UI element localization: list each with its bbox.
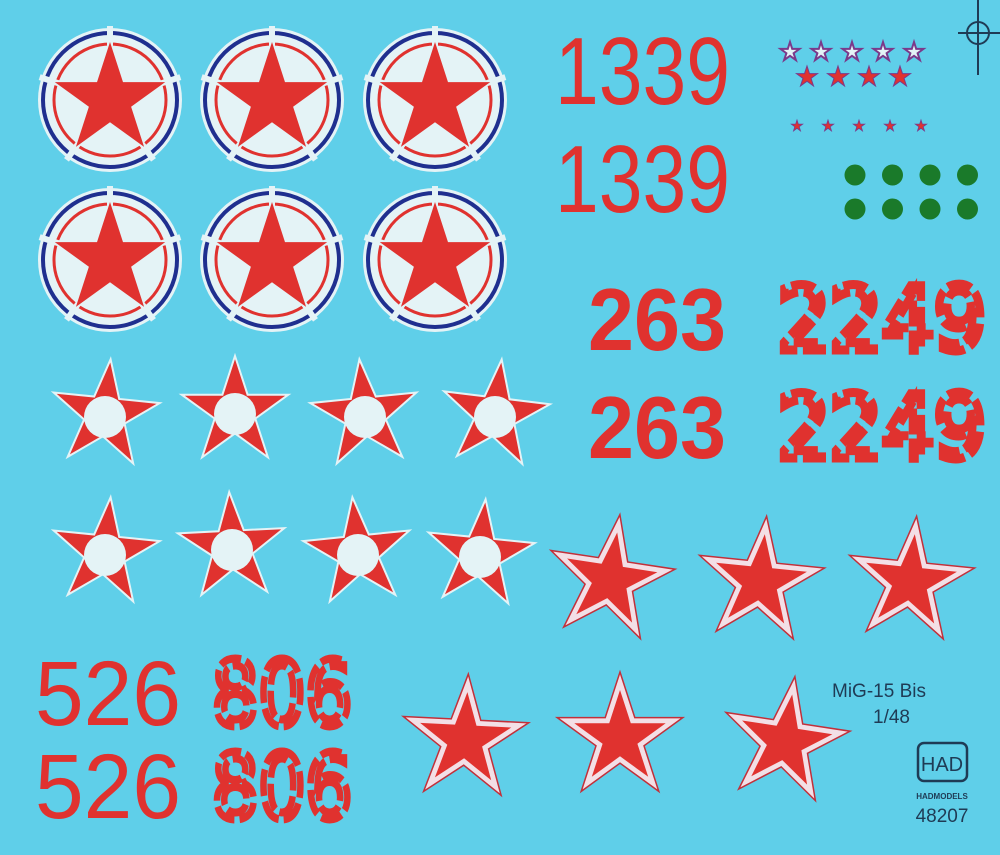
small-red-star	[887, 64, 913, 88]
number-2249-top: 2249	[778, 268, 986, 371]
star-red-center	[716, 534, 807, 624]
green-dot	[919, 164, 941, 186]
green-dot	[844, 198, 866, 220]
small-outline-star	[808, 38, 834, 63]
green-dot	[919, 198, 941, 220]
number-263-bottom: 263	[588, 378, 726, 477]
tiny-red-star	[790, 118, 804, 132]
small-outline-star	[839, 38, 865, 63]
scale-label: 1/48	[873, 707, 910, 728]
star-white-center	[214, 393, 256, 435]
tiny-red-star	[883, 118, 897, 132]
number-806-top: 806	[212, 642, 352, 747]
number-806-bottom: 806	[212, 735, 352, 840]
star-red-center	[866, 534, 957, 624]
green-dot	[882, 198, 903, 220]
tiny-red-star	[821, 118, 835, 132]
roundel-red-star	[379, 202, 491, 307]
small-outline-star	[870, 38, 896, 63]
small-red-star	[856, 64, 882, 88]
star-white-center	[474, 396, 516, 438]
star-white-center	[84, 396, 126, 438]
star-red-center	[567, 532, 658, 623]
star-white-center	[344, 396, 386, 438]
star-red-center	[742, 694, 833, 785]
logo-text: HAD	[921, 754, 963, 776]
star-red-center	[574, 690, 666, 777]
small-red-star	[794, 64, 820, 88]
green-dot	[957, 164, 978, 186]
model-label: MiG-15 Bis	[832, 681, 926, 702]
star-white-center	[84, 534, 126, 576]
small-outline-star	[777, 38, 803, 63]
number-2249-bottom: 2249	[778, 376, 986, 479]
small-red-star	[825, 64, 851, 88]
logo-box	[916, 741, 969, 783]
tiny-red-star	[914, 118, 928, 132]
roundel-red-star	[216, 42, 328, 147]
number-263-top: 263	[588, 270, 726, 369]
star-white-center	[459, 536, 501, 578]
star-white-center	[211, 529, 253, 571]
tiny-red-star	[852, 118, 866, 132]
star-white-center	[337, 534, 379, 576]
green-dot	[957, 198, 978, 220]
number-1339-top: 1339	[555, 18, 730, 125]
roundel-red-star	[54, 202, 166, 307]
green-dot	[844, 164, 866, 186]
code-label: 48207	[916, 806, 969, 827]
number-1339-bottom: 1339	[555, 126, 730, 233]
roundel-red-star	[379, 42, 491, 147]
number-526-bottom: 526	[35, 736, 181, 838]
number-526-top: 526	[35, 643, 181, 745]
registration-crosshair-icon	[958, 0, 1000, 75]
star-red-center	[420, 692, 512, 781]
green-dot	[882, 164, 903, 186]
roundel-red-star	[54, 42, 166, 147]
brand-label: HADMODELS	[916, 792, 968, 801]
roundel-red-star	[216, 202, 328, 307]
small-outline-star	[901, 38, 927, 63]
